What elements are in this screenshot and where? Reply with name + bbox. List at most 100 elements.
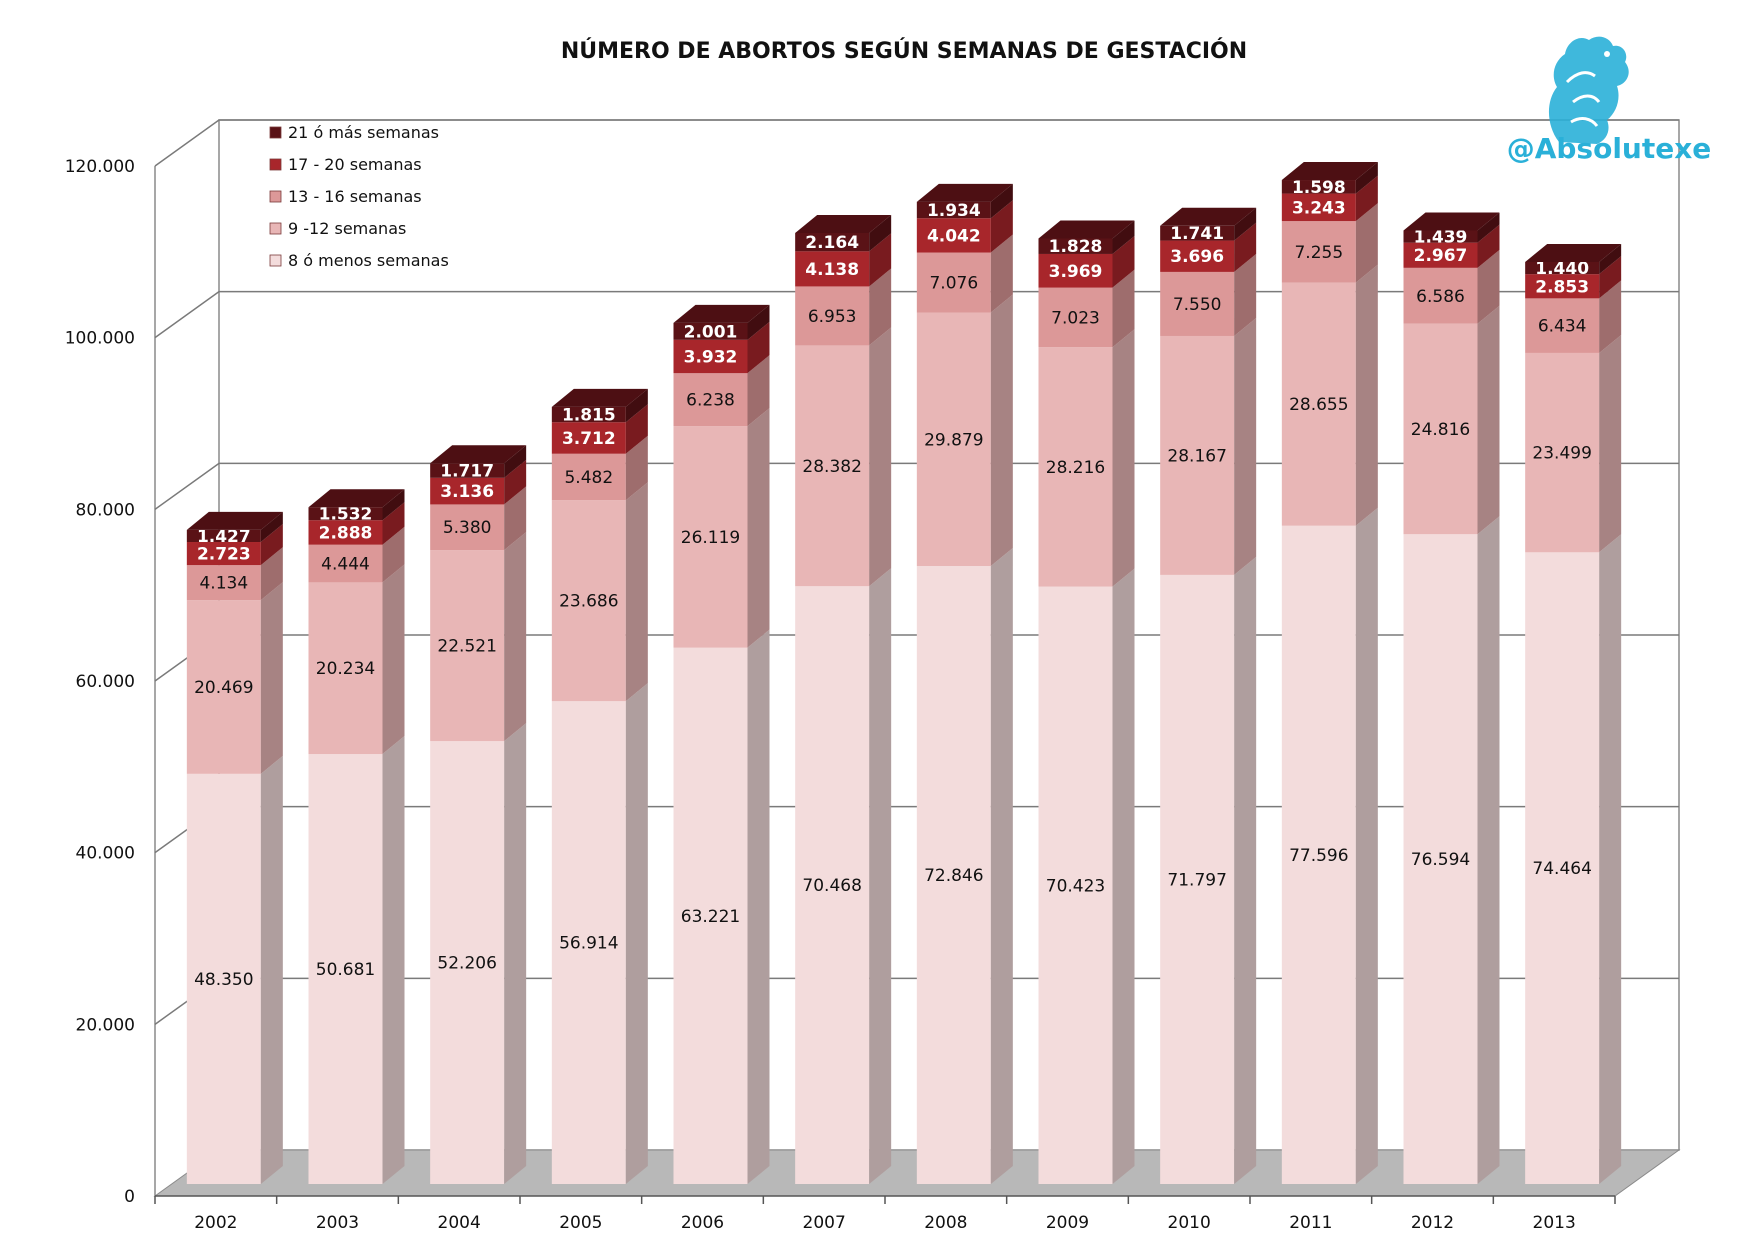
bar-segment-side xyxy=(625,435,648,501)
bar-segment-side xyxy=(382,526,405,583)
chart-title: NÚMERO DE ABORTOS SEGÚN SEMANAS DE GESTA… xyxy=(561,38,1247,64)
data-label: 28.216 xyxy=(1046,458,1105,478)
bar-top xyxy=(1525,243,1622,262)
data-label: 4.444 xyxy=(321,555,370,575)
bar-segment xyxy=(916,218,991,253)
bar-segment xyxy=(795,251,870,287)
bar-segment-side xyxy=(990,548,1013,1184)
y-axis: 0 20.000 40.000 60.000 80.000 100.000 120.000 xyxy=(65,157,135,1207)
bar-top xyxy=(1160,207,1257,226)
bar-segment-side xyxy=(382,564,405,755)
bar-segment-side xyxy=(1112,220,1135,254)
data-label: 1.828 xyxy=(1049,237,1103,257)
bar-segment-side xyxy=(1234,253,1257,336)
legend-item: 8 ó menos semanas xyxy=(269,251,449,270)
bar-segment xyxy=(1160,335,1235,575)
bar-segment xyxy=(186,600,261,774)
bar-segment xyxy=(1281,221,1356,283)
legend-swatch xyxy=(269,222,282,235)
data-label: 2.723 xyxy=(197,545,251,565)
bar-segment-side xyxy=(504,445,527,478)
bar-segment xyxy=(430,477,505,505)
data-label: 70.468 xyxy=(802,876,861,896)
legend-item: 9 -12 semanas xyxy=(269,219,406,238)
data-label: 4.134 xyxy=(199,574,248,594)
data-label: 7.255 xyxy=(1294,243,1343,263)
legend-swatch xyxy=(269,158,282,171)
data-label: 1.934 xyxy=(927,201,981,221)
bar-segment-side xyxy=(1599,243,1622,275)
bar-segment-side xyxy=(869,568,892,1184)
y-tick-label: 20.000 xyxy=(76,1015,135,1035)
bar-segment-side xyxy=(1234,222,1257,272)
bar-segment xyxy=(430,504,505,551)
bar-segment-side xyxy=(869,268,892,346)
bar-segment xyxy=(916,566,991,1184)
data-label: 3.243 xyxy=(1292,198,1346,218)
bar-group-2010: 71.797 28.167 7.550 3.696 1.741 xyxy=(1160,207,1257,1184)
data-label: 71.797 xyxy=(1167,870,1226,890)
bar-segment-side xyxy=(1112,235,1135,288)
bar-segment xyxy=(673,373,748,427)
legend-item: 17 - 20 semanas xyxy=(269,155,422,174)
data-label: 3.136 xyxy=(440,482,494,502)
bar-segment-side xyxy=(1599,534,1622,1184)
x-tick-label: 2005 xyxy=(559,1213,602,1233)
bar-segment-side xyxy=(1355,162,1378,194)
legend-label: 9 -12 semanas xyxy=(288,219,406,238)
x-tick-label: 2012 xyxy=(1411,1213,1454,1233)
bar-segment-side xyxy=(1477,212,1500,243)
bar-segment xyxy=(1403,323,1478,535)
data-label: 52.206 xyxy=(437,954,496,974)
bar-top xyxy=(308,489,405,508)
bar-segment-side xyxy=(625,482,648,702)
bar-segment xyxy=(308,544,383,583)
x-tick-label: 2009 xyxy=(1046,1213,1089,1233)
bar-segment-side xyxy=(1599,256,1622,299)
bar-segment xyxy=(308,754,383,1184)
bar-segment-side xyxy=(1112,568,1135,1184)
data-label: 1.815 xyxy=(562,406,616,426)
bar-segment xyxy=(308,582,383,755)
bar-segment-side xyxy=(1355,507,1378,1184)
x-tick-label: 2007 xyxy=(803,1213,846,1233)
y-tick-label: 80.000 xyxy=(76,500,135,520)
bar-segment-side xyxy=(625,388,648,423)
bar-segment-side xyxy=(990,234,1013,313)
y-tick-label: 100.000 xyxy=(65,329,135,349)
bar-segment xyxy=(916,201,991,219)
data-label: 72.846 xyxy=(924,866,983,886)
bar-top xyxy=(430,445,527,464)
bar-segment xyxy=(1281,193,1356,222)
legend-swatch xyxy=(269,126,282,139)
bar-segment-side xyxy=(990,183,1013,219)
bar-segment xyxy=(1160,240,1235,272)
bar-segment-side xyxy=(990,294,1013,567)
data-label: 1.440 xyxy=(1535,259,1589,279)
bar-group-2006: 63.221 26.119 6.238 3.932 2.001 xyxy=(673,304,770,1184)
bar-segment-side xyxy=(260,511,283,543)
legend-label: 8 ó menos semanas xyxy=(288,251,449,270)
data-label: 76.594 xyxy=(1411,850,1470,870)
data-label: 4.042 xyxy=(927,226,981,246)
y-tick-label: 0 xyxy=(124,1187,135,1207)
bar-segment-side xyxy=(747,408,770,648)
bar-segment xyxy=(1038,586,1113,1184)
bar-segment xyxy=(673,647,748,1184)
bar-segment-side xyxy=(260,755,283,1184)
bar-segment-side xyxy=(382,502,405,545)
data-label: 20.234 xyxy=(316,659,375,679)
bar-segment-side xyxy=(1355,203,1378,283)
bar-group-2008: 72.846 29.879 7.076 4.042 1.934 xyxy=(916,183,1013,1184)
bar-segment-side xyxy=(504,486,527,551)
data-label: 5.482 xyxy=(564,468,613,488)
data-label: 1.427 xyxy=(197,527,251,547)
data-label: 2.164 xyxy=(805,233,859,253)
bar-segment xyxy=(551,701,626,1184)
bar-segment-side xyxy=(260,524,283,566)
